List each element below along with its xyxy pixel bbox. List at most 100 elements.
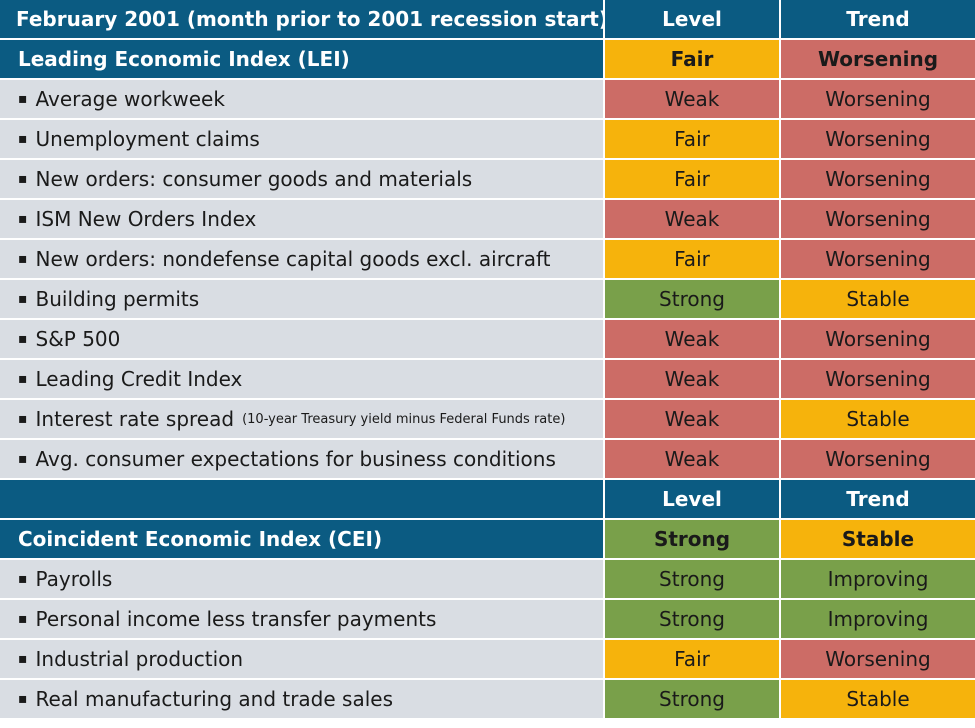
indicator-label-cell: ▪ Building permits xyxy=(0,280,603,318)
index-row: Leading Economic Index (LEI) Fair Worsenin… xyxy=(0,40,975,78)
level-cell: Weak xyxy=(605,80,779,118)
indicator-label: New orders: consumer goods and materials xyxy=(35,167,473,191)
indicator-label-cell: ▪ ISM New Orders Index xyxy=(0,200,603,238)
bullet-icon: ▪ xyxy=(18,291,28,307)
indicator-row: ▪ New orders: nondefense capital goods ex… xyxy=(0,240,975,278)
index-row: Coincident Economic Index (CEI) Strong Sta… xyxy=(0,520,975,558)
indicator-label: New orders: nondefense capital goods exc… xyxy=(35,247,551,271)
trend-cell: Trend xyxy=(781,480,975,518)
bullet-icon: ▪ xyxy=(18,251,28,267)
indicator-label-cell: ▪ Interest rate spread (10-year Treasury y… xyxy=(0,400,603,438)
indicator-row: ▪ ISM New Orders Index Weak Worsening xyxy=(0,200,975,238)
trend-cell: Worsening xyxy=(781,160,975,198)
trend-cell: Trend xyxy=(781,0,975,38)
indicator-label: Building permits xyxy=(35,287,200,311)
indicator-row: ▪ Avg. consumer expectations for business… xyxy=(0,440,975,478)
trend-cell: Improving xyxy=(781,560,975,598)
indicator-row: ▪ S&P 500 Weak Worsening xyxy=(0,320,975,358)
indicator-label-cell: ▪ Industrial production xyxy=(0,640,603,678)
indicator-row: ▪ Unemployment claims Fair Worsening xyxy=(0,120,975,158)
indicator-label-cell: February 2001 (month prior to 2001 reces… xyxy=(0,0,603,38)
indicator-label: Average workweek xyxy=(35,87,225,111)
level-cell: Strong xyxy=(605,520,779,558)
bullet-icon: ▪ xyxy=(18,611,28,627)
level-cell: Fair xyxy=(605,120,779,158)
trend-cell: Worsening xyxy=(781,360,975,398)
indicator-label-cell: Coincident Economic Index (CEI) xyxy=(0,520,603,558)
level-cell: Weak xyxy=(605,320,779,358)
indicator-label-cell: ▪ Personal income less transfer payments xyxy=(0,600,603,638)
trend-cell: Worsening xyxy=(781,80,975,118)
indicator-label-cell: ▪ New orders: nondefense capital goods ex… xyxy=(0,240,603,278)
indicator-label-cell: ▪ Leading Credit Index xyxy=(0,360,603,398)
level-cell: Strong xyxy=(605,560,779,598)
trend-cell: Stable xyxy=(781,680,975,718)
indicator-label-cell xyxy=(0,480,603,518)
indicator-row: ▪ Real manufacturing and trade sales Stron… xyxy=(0,680,975,718)
indicator-label: ISM New Orders Index xyxy=(35,207,257,231)
level-cell: Level xyxy=(605,480,779,518)
level-cell: Strong xyxy=(605,600,779,638)
indicator-row: ▪ Average workweek Weak Worsening xyxy=(0,80,975,118)
header-row: Level Trend xyxy=(0,480,975,518)
bullet-icon: ▪ xyxy=(18,371,28,387)
indicator-label-cell: ▪ Avg. consumer expectations for business… xyxy=(0,440,603,478)
level-cell: Weak xyxy=(605,400,779,438)
bullet-icon: ▪ xyxy=(18,211,28,227)
indicator-label-cell: ▪ Unemployment claims xyxy=(0,120,603,158)
level-cell: Weak xyxy=(605,360,779,398)
trend-cell: Improving xyxy=(781,600,975,638)
header-row: February 2001 (month prior to 2001 reces… xyxy=(0,0,975,38)
trend-cell: Stable xyxy=(781,520,975,558)
level-cell: Level xyxy=(605,0,779,38)
level-cell: Strong xyxy=(605,680,779,718)
trend-cell: Worsening xyxy=(781,240,975,278)
indicator-label: Real manufacturing and trade sales xyxy=(35,687,394,711)
indicator-label: Interest rate spread xyxy=(35,407,235,431)
trend-cell: Worsening xyxy=(781,320,975,358)
level-cell: Fair xyxy=(605,160,779,198)
indicator-label: Coincident Economic Index (CEI) xyxy=(18,527,383,551)
indicator-label: Leading Economic Index (LEI) xyxy=(18,47,350,71)
bullet-icon: ▪ xyxy=(18,91,28,107)
level-cell: Weak xyxy=(605,200,779,238)
level-cell: Weak xyxy=(605,440,779,478)
trend-cell: Worsening xyxy=(781,200,975,238)
level-cell: Fair xyxy=(605,240,779,278)
indicator-row: ▪ Payrolls Strong Improving xyxy=(0,560,975,598)
level-cell: Fair xyxy=(605,40,779,78)
indicator-row: ▪ New orders: consumer goods and material… xyxy=(0,160,975,198)
indicator-label: Leading Credit Index xyxy=(35,367,243,391)
trend-cell: Worsening xyxy=(781,120,975,158)
bullet-icon: ▪ xyxy=(18,571,28,587)
indicator-row: ▪ Interest rate spread (10-year Treasury y… xyxy=(0,400,975,438)
trend-cell: Stable xyxy=(781,400,975,438)
indicator-note: (10-year Treasury yield minus Federal Fu… xyxy=(242,411,566,427)
indicator-row: ▪ Personal income less transfer payments S… xyxy=(0,600,975,638)
bullet-icon: ▪ xyxy=(18,691,28,707)
trend-cell: Worsening xyxy=(781,40,975,78)
trend-cell: Worsening xyxy=(781,640,975,678)
indicator-label: Industrial production xyxy=(35,647,244,671)
level-cell: Fair xyxy=(605,640,779,678)
bullet-icon: ▪ xyxy=(18,331,28,347)
indicator-label: Personal income less transfer payments xyxy=(35,607,437,631)
bullet-icon: ▪ xyxy=(18,411,28,427)
indicator-label-cell: ▪ Average workweek xyxy=(0,80,603,118)
indicator-row: ▪ Industrial production Fair Worsening xyxy=(0,640,975,678)
indicator-label-cell: Leading Economic Index (LEI) xyxy=(0,40,603,78)
trend-cell: Stable xyxy=(781,280,975,318)
bullet-icon: ▪ xyxy=(18,651,28,667)
indicator-label: Payrolls xyxy=(35,567,113,591)
trend-cell: Worsening xyxy=(781,440,975,478)
indicator-label-cell: ▪ S&P 500 xyxy=(0,320,603,358)
indicator-label-cell: ▪ Payrolls xyxy=(0,560,603,598)
indicator-label: S&P 500 xyxy=(35,327,121,351)
indicator-label: Avg. consumer expectations for business … xyxy=(35,447,556,471)
indicator-label-cell: ▪ New orders: consumer goods and material… xyxy=(0,160,603,198)
bullet-icon: ▪ xyxy=(18,451,28,467)
indicator-label: Unemployment claims xyxy=(35,127,260,151)
indicator-row: ▪ Leading Credit Index Weak Worsening xyxy=(0,360,975,398)
bullet-icon: ▪ xyxy=(18,171,28,187)
